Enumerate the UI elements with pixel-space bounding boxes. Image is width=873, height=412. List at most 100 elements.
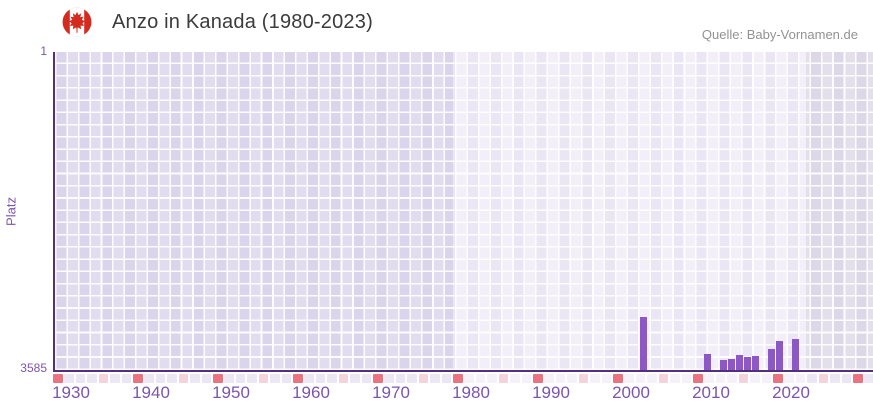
strip-cell <box>361 374 372 383</box>
strip-cell <box>464 374 475 383</box>
strip-cell-pink <box>738 374 749 383</box>
strip-cell <box>475 374 486 383</box>
y-axis-top-label: 1 <box>40 44 47 58</box>
x-tick-1990: 1990 <box>532 383 570 402</box>
strip-cell <box>601 374 612 383</box>
strip-cell <box>841 374 852 383</box>
strip-cell <box>670 374 680 383</box>
strip-cell <box>235 374 246 383</box>
strip-cell <box>681 374 692 383</box>
strip-cell <box>830 374 840 383</box>
strip-cell <box>304 374 315 383</box>
strip-cell <box>75 374 86 383</box>
strip-cell-red <box>773 374 783 383</box>
chart-bar-2014[interactable] <box>743 357 751 370</box>
strip-cell <box>384 374 395 383</box>
strip-cell-red <box>693 374 703 383</box>
strip-cell <box>350 374 360 383</box>
x-tick-1930: 1930 <box>52 383 90 402</box>
strip-cell <box>727 374 737 383</box>
chart-bar-2012[interactable] <box>727 359 735 370</box>
strip-cell <box>761 374 772 383</box>
plot-area <box>55 52 873 370</box>
strip-cell <box>521 374 532 383</box>
strip-cell <box>167 374 177 383</box>
strip-cell <box>144 374 155 383</box>
strip-cell-pink <box>818 374 829 383</box>
strip-cell <box>224 374 235 383</box>
strip-cell-red <box>133 374 143 383</box>
y-axis-bottom-label: 3585 <box>20 361 47 375</box>
x-tick-2020: 2020 <box>772 383 810 402</box>
strip-cell-red <box>53 374 63 383</box>
strip-cell-red <box>613 374 623 383</box>
chart-title: Anzo in Kanada (1980-2023) <box>112 11 373 33</box>
strip-cell <box>555 374 566 383</box>
strip-cell <box>64 374 75 383</box>
chart-bar-2013[interactable] <box>735 355 743 370</box>
strip-cell <box>121 374 132 383</box>
strip-cell-red <box>533 374 543 383</box>
x-tick-1970: 1970 <box>372 383 410 402</box>
strip-cell <box>395 374 406 383</box>
strip-cell-pink <box>98 374 109 383</box>
x-tick-2000: 2000 <box>612 383 650 402</box>
x-tick-1950: 1950 <box>212 383 250 402</box>
strip-cell <box>441 374 452 383</box>
timeline-strip <box>53 374 873 383</box>
strip-cell <box>784 374 795 383</box>
chart-bar-2018[interactable] <box>775 341 783 370</box>
strip-cell <box>510 374 520 383</box>
chart-bar-2011[interactable] <box>719 359 727 370</box>
strip-cell <box>715 374 726 383</box>
strip-cell <box>635 374 646 383</box>
strip-cell <box>281 374 292 383</box>
maple-leaf-icon <box>68 11 86 32</box>
strip-cell-red <box>453 374 463 383</box>
strip-cell <box>807 374 817 383</box>
strip-cell <box>864 374 873 383</box>
strip-cell <box>567 374 577 383</box>
y-axis-title: Platz <box>3 197 19 226</box>
strip-cell <box>487 374 497 383</box>
strip-cell-pink <box>658 374 669 383</box>
strip-cell <box>327 374 337 383</box>
strip-cell <box>190 374 200 383</box>
strip-cell <box>624 374 635 383</box>
strip-cell-pink <box>258 374 269 383</box>
strip-cell <box>315 374 326 383</box>
y-axis-line <box>53 52 55 372</box>
strip-cell <box>647 374 657 383</box>
strip-cell <box>247 374 257 383</box>
chart-bar-2017[interactable] <box>767 349 775 370</box>
strip-cell-pink <box>338 374 349 383</box>
strip-cell <box>750 374 760 383</box>
chart-bar-2001[interactable] <box>639 317 647 370</box>
x-tick-1960: 1960 <box>292 383 330 402</box>
chart-bar-2009[interactable] <box>703 354 711 370</box>
strip-cell <box>270 374 280 383</box>
x-axis-line <box>53 370 873 372</box>
canada-flag-icon <box>62 7 92 37</box>
chart-bar-2020[interactable] <box>791 338 799 370</box>
strip-cell <box>407 374 417 383</box>
bar-series <box>55 52 873 370</box>
x-tick-2010: 2010 <box>692 383 730 402</box>
chart-bar-2015[interactable] <box>751 356 759 370</box>
strip-cell-red <box>213 374 223 383</box>
strip-cell-pink <box>178 374 189 383</box>
strip-cell <box>110 374 120 383</box>
strip-cell-pink <box>578 374 589 383</box>
strip-cell <box>201 374 212 383</box>
source-credit: Quelle: Baby-Vornamen.de <box>701 27 858 42</box>
strip-cell <box>544 374 555 383</box>
strip-cell-pink <box>498 374 509 383</box>
strip-cell <box>704 374 715 383</box>
strip-cell-red <box>853 374 863 383</box>
x-tick-1980: 1980 <box>452 383 490 402</box>
strip-cell-red <box>293 374 303 383</box>
strip-cell <box>430 374 440 383</box>
x-axis-ticks: 1930 1940 1950 1960 1970 1980 1990 2000 2010 2020 <box>52 383 873 405</box>
strip-cell <box>795 374 806 383</box>
